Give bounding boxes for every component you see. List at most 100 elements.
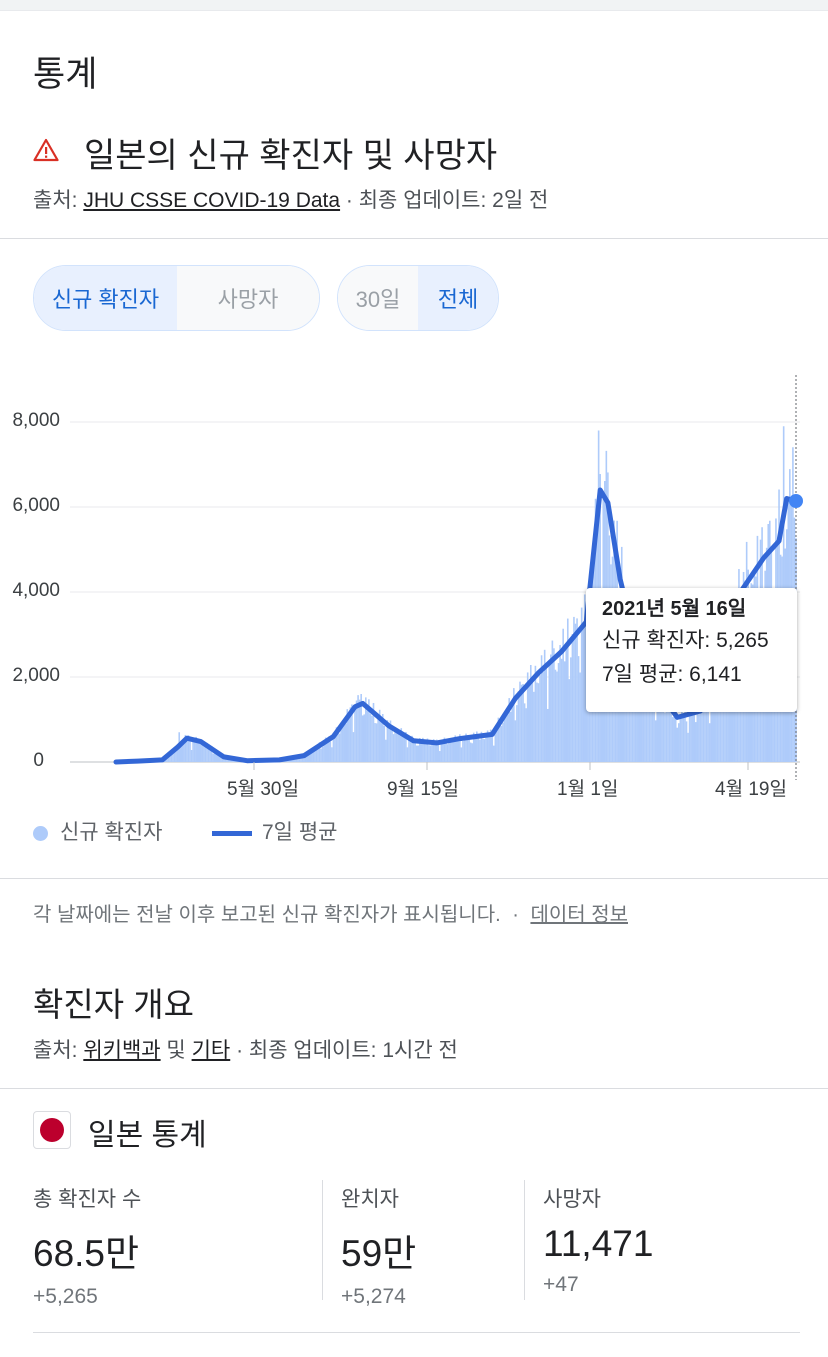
y-tick-label: 0 [33,750,44,771]
case-bar [583,594,586,762]
case-bar [352,732,355,762]
y-tick-label: 2,000 [12,665,60,686]
case-bar [647,680,649,762]
case-bar [457,737,460,762]
case-bar [189,738,191,762]
case-bar [216,750,219,762]
case-bar [324,737,327,762]
case-bar [429,745,432,762]
case-bar [690,712,692,762]
source-link-other[interactable]: 기타 [191,1039,231,1062]
case-bar [395,731,398,762]
case-bar [705,691,708,762]
case-bar [719,691,722,762]
case-bar [170,750,173,762]
case-bar [681,709,683,762]
case-bar [210,746,213,762]
overview-source: 출처: 위키백과 및 기타 · 최종 업데이트: 1시간 전 [33,1039,458,1062]
case-bar [661,687,663,762]
data-info-link[interactable]: 데이터 정보 [530,904,628,926]
case-bar [460,747,463,762]
case-bar [448,742,450,762]
case-bar [553,648,555,762]
case-bar [439,751,441,762]
tooltip-average: 7일 평균: 6,141 [602,663,742,686]
case-bar [671,717,674,762]
case-bar [440,740,443,762]
case-bar [472,732,475,762]
case-bar [195,736,197,762]
tab-all[interactable]: 전체 [418,266,498,330]
country-stats-title: 일본 통계 [88,1119,207,1152]
case-bar [397,731,399,762]
case-bar [378,709,381,762]
y-tick-label: 6,000 [12,495,60,516]
case-bar [306,754,309,762]
divider [33,1332,800,1333]
case-bar [428,745,430,762]
case-bar [326,739,329,762]
case-bar [508,698,510,762]
case-bar [554,669,557,762]
case-bar [556,671,558,762]
case-bar [334,732,336,762]
case-bar [344,723,347,762]
case-bar [346,709,349,762]
case-bar [485,736,487,762]
case-bar [435,739,438,762]
x-tick-label: 9월 15일 [387,779,459,800]
source-link-jhu[interactable]: JHU CSSE COVID-19 Data [83,189,341,212]
case-bar [537,683,540,762]
case-bar [580,607,583,762]
legend-average: 7일 평균 [212,816,337,846]
tab-new-cases[interactable]: 신규 확진자 [34,266,177,330]
case-bar [414,740,416,762]
case-bar [480,731,483,762]
case-bar [385,739,387,762]
case-bar [434,742,436,762]
case-bar [309,752,312,762]
case-bar [496,724,498,762]
case-bar [426,738,429,762]
case-bar [468,736,470,762]
case-bar [716,683,719,762]
case-bar [459,734,461,762]
y-tick-label: 8,000 [12,410,60,431]
case-bar [540,655,543,762]
source-link-wikipedia[interactable]: 위키백과 [83,1039,161,1062]
case-bar [392,734,395,762]
case-bar [469,742,472,762]
tooltip-cases: 신규 확진자: 5,265 [602,629,769,652]
case-bar [400,728,403,762]
case-bar [312,750,315,762]
case-bar [563,661,566,762]
case-bar [491,735,494,762]
case-bar [688,708,691,762]
chart-title: 일본의 신규 확진자 및 사망자 [84,137,498,175]
case-bar [673,716,675,762]
case-bar [193,737,196,762]
case-bar [218,753,221,762]
legend-dot-icon [33,825,48,841]
case-bar [446,744,449,762]
case-bar [522,683,524,762]
cases-chart[interactable] [0,360,828,780]
chart-source: 출처: JHU CSSE COVID-19 Data · 최종 업데이트: 2일… [33,189,549,212]
case-bar [223,758,225,762]
tab-deaths[interactable]: 사망자 [177,266,319,330]
case-bar [192,738,194,762]
case-bar [179,745,182,762]
case-bar [565,645,568,762]
case-bar [187,735,190,762]
hover-point [789,494,803,509]
case-bar [408,740,410,762]
case-bar [425,744,427,762]
case-bar [200,744,202,762]
case-bar [550,654,552,762]
case-bar [300,756,302,762]
case-bar [452,741,455,762]
case-bar [341,725,344,762]
case-bar [711,686,714,762]
tab-30-days[interactable]: 30일 [338,266,418,330]
case-bar [497,717,500,762]
